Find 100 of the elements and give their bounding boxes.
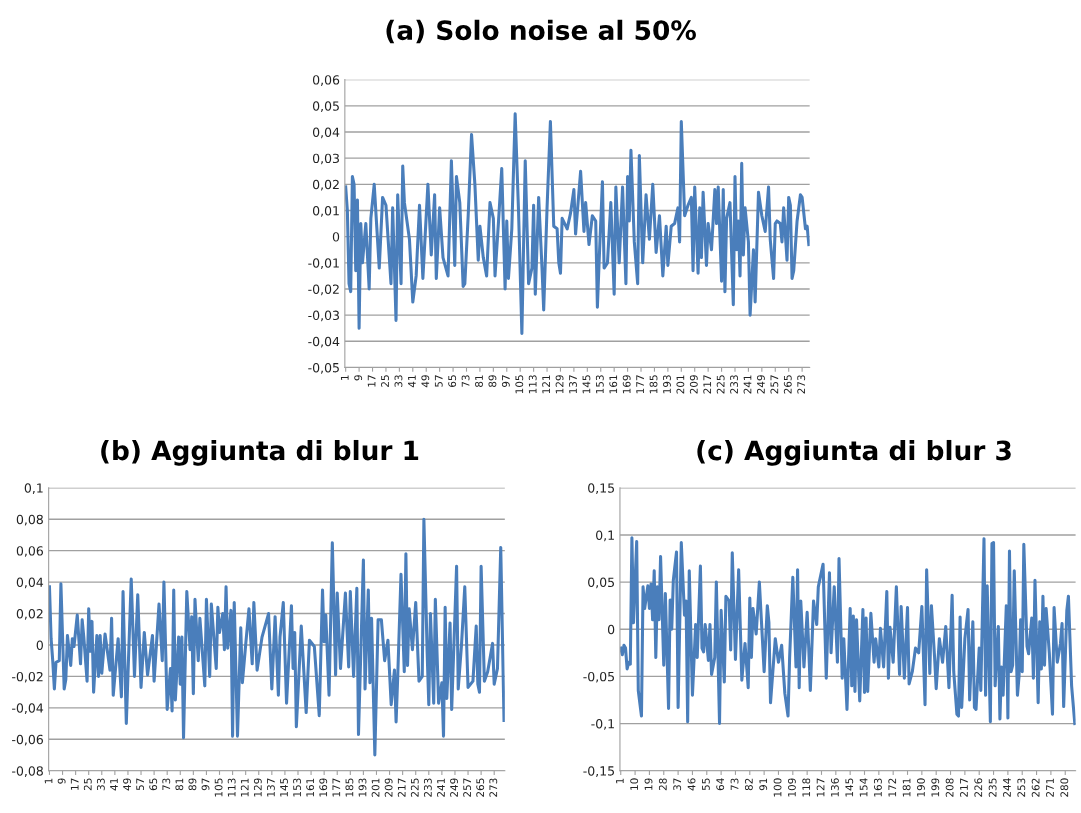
x-tick-label: 41 — [110, 778, 118, 791]
x-tick-label: 64 — [716, 778, 725, 791]
y-tick-label: -0,08 — [12, 766, 43, 777]
line-series — [344, 112, 810, 335]
x-tick-label: 10 — [630, 778, 639, 790]
x-tick-label: 65 — [149, 778, 158, 791]
x-tick-label: 209 — [384, 778, 393, 797]
y-tick-label: 0,05 — [312, 101, 339, 113]
x-tick-label: 181 — [902, 778, 911, 797]
x-tick-label: 17 — [70, 778, 79, 790]
x-tick-label: 241 — [743, 375, 752, 394]
x-tick-label: 217 — [960, 778, 968, 797]
x-tick-label: 201 — [371, 778, 380, 797]
x-tick-label: 81 — [175, 778, 184, 791]
x-tick-label: 233 — [423, 778, 432, 797]
x-tick-label: 145 — [845, 778, 854, 797]
y-tick-label: 0,02 — [312, 179, 339, 191]
x-tick-label: 1 — [616, 778, 624, 784]
x-tick-label: 208 — [945, 778, 954, 797]
x-tick-label: 91 — [759, 778, 768, 791]
x-tick-label: 209 — [689, 375, 698, 394]
y-tick-label: 0,06 — [312, 75, 340, 86]
x-tick-label: 97 — [201, 778, 210, 791]
x-tick-label: 185 — [345, 778, 354, 797]
x-tick-label: 9 — [57, 778, 66, 784]
x-tick-label: 233 — [730, 375, 739, 394]
x-tick-label: 249 — [756, 375, 765, 394]
x-tick-label: 161 — [306, 778, 315, 797]
x-tick-label: 280 — [1060, 778, 1069, 797]
x-tick-label: 172 — [888, 778, 897, 797]
x-tick-label: 33 — [394, 375, 403, 387]
y-tick-label: 0,1 — [596, 530, 614, 542]
x-tick-label: 118 — [802, 778, 811, 797]
x-tick-label: 9 — [354, 375, 363, 381]
x-tick-label: 28 — [658, 778, 667, 791]
x-tick-label: 244 — [1003, 778, 1011, 797]
y-tick-label: 0,08 — [16, 514, 43, 526]
x-tick-label: 257 — [463, 778, 472, 797]
x-tick-label: 1 — [44, 778, 53, 784]
x-tick-label: 89 — [488, 375, 497, 387]
y-tick-label: -0,05 — [583, 671, 614, 683]
x-tick-label: 113 — [528, 375, 537, 394]
x-tick-label: 82 — [744, 778, 753, 791]
x-tick-label: 241 — [437, 778, 445, 797]
x-tick-label: 225 — [716, 375, 725, 394]
x-tick-label: 49 — [421, 375, 430, 388]
x-tick-label: 177 — [332, 778, 341, 797]
x-tick-label: 169 — [319, 778, 328, 797]
x-tick-label: 265 — [783, 375, 792, 394]
y-tick-label: 0,01 — [312, 205, 339, 217]
x-tick-label: 65 — [448, 375, 457, 387]
y-tick-label: -0,02 — [12, 671, 43, 683]
x-tick-label: 105 — [214, 778, 223, 797]
x-tick-label: 137 — [569, 375, 577, 394]
x-tick-label: 89 — [188, 778, 197, 791]
x-tick-label: 41 — [408, 375, 416, 388]
x-tick-label: 169 — [622, 375, 631, 394]
x-tick-label: 129 — [555, 375, 564, 394]
x-tick-label: 33 — [96, 778, 105, 791]
x-tick-label: 129 — [253, 778, 262, 797]
line-series — [48, 517, 505, 757]
y-tick-label: -0,1 — [591, 719, 614, 730]
y-tick-label: -0,04 — [12, 703, 44, 715]
y-tick-label: -0,01 — [308, 258, 339, 270]
y-tick-label: 0,1 — [24, 483, 43, 494]
x-tick-label: 46 — [687, 778, 696, 791]
y-tick-label: 0 — [36, 640, 43, 650]
x-tick-label: 57 — [136, 778, 145, 791]
x-tick-label: 145 — [582, 375, 591, 394]
x-tick-label: 154 — [859, 778, 868, 797]
x-tick-label: 226 — [974, 778, 983, 797]
y-tick-label: 0 — [607, 624, 615, 635]
x-tick-label: 121 — [240, 778, 249, 797]
y-tick-label: 0,03 — [312, 153, 339, 165]
x-tick-label: 55 — [702, 778, 710, 791]
y-tick-label: 0,15 — [588, 483, 614, 494]
x-tick-label: 265 — [476, 778, 485, 797]
y-tick-label: -0,04 — [308, 336, 340, 348]
y-tick-label: -0,15 — [583, 766, 614, 777]
y-tick-label: -0,05 — [308, 362, 339, 374]
line-series — [619, 536, 1076, 726]
x-tick-label: 19 — [644, 778, 653, 790]
x-tick-label: 193 — [663, 375, 671, 394]
x-tick-label: 37 — [673, 778, 682, 791]
x-tick-label: 127 — [816, 778, 825, 797]
y-tick-label: 0,06 — [16, 546, 43, 557]
x-tick-label: 97 — [501, 375, 510, 388]
x-tick-label: 57 — [434, 375, 443, 387]
x-tick-label: 73 — [162, 778, 171, 791]
x-tick-label: 217 — [703, 375, 712, 394]
x-tick-label: 201 — [676, 375, 685, 394]
y-tick-label: -0,06 — [12, 734, 43, 746]
x-tick-label: 100 — [773, 778, 782, 797]
x-tick-label: 271 — [1046, 778, 1054, 797]
x-tick-label: 73 — [461, 375, 470, 387]
chart-title: (a) Solo noise al 50% — [386, 19, 696, 44]
x-tick-label: 113 — [227, 778, 236, 797]
y-tick-label: 0,02 — [16, 609, 43, 620]
chart-title: (c) Aggiunta di blur 3 — [697, 439, 1011, 466]
x-tick-label: 105 — [515, 375, 524, 394]
